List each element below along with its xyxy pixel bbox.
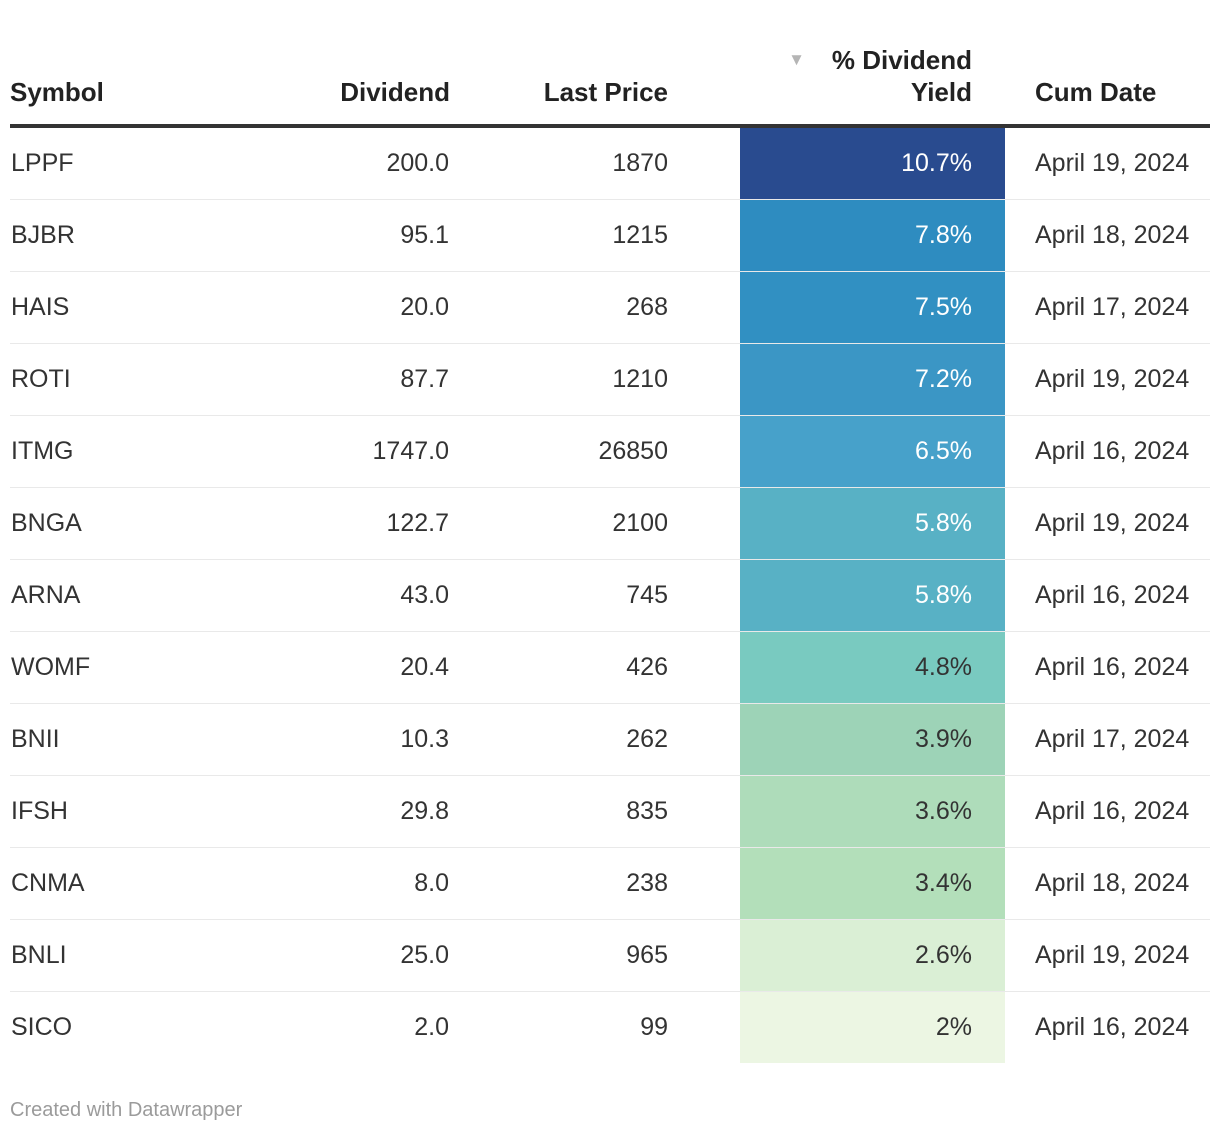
last-price-cell: 426 — [450, 631, 740, 704]
table-row: BJBR 95.1 1215 7.8% April 18, 2024 — [10, 199, 1210, 272]
table-body: LPPF 200.0 1870 10.7% April 19, 2024 BJB… — [10, 126, 1210, 1063]
yield-cell: 3.6% — [740, 775, 1005, 848]
table-row: ARNA 43.0 745 5.8% April 16, 2024 — [10, 559, 1210, 632]
last-price-cell: 26850 — [450, 415, 740, 488]
yield-cell: 7.5% — [740, 271, 1005, 344]
cum-date-cell: April 16, 2024 — [1005, 631, 1210, 704]
table-row: CNMA 8.0 238 3.4% April 18, 2024 — [10, 847, 1210, 920]
table-row: SICO 2.0 99 2% April 16, 2024 — [10, 991, 1210, 1063]
last-price-cell: 99 — [640, 1013, 668, 1041]
symbol-cell: SICO — [11, 1013, 73, 1041]
last-price-cell: 262 — [450, 703, 740, 776]
yield-cell: 7.2% — [740, 343, 1005, 416]
symbol-cell: BNLI — [10, 919, 270, 992]
cum-date-cell: April 19, 2024 — [1005, 487, 1210, 560]
dividend-cell: 8.0 — [270, 847, 450, 920]
column-header-dividend-yield-label: % Dividend Yield — [831, 45, 972, 107]
datawrapper-credit-link[interactable]: Created with Datawrapper — [10, 1099, 243, 1121]
table-row: ITMG 1747.0 26850 6.5% April 16, 2024 — [10, 415, 1210, 488]
last-price-cell: 1870 — [450, 126, 740, 200]
last-price-cell: 2100 — [450, 487, 740, 560]
symbol-cell: BNGA — [10, 487, 270, 560]
dividend-cell: 43.0 — [270, 559, 450, 632]
yield-cell: 10.7% — [740, 126, 1005, 200]
dividend-table: Symbol Dividend Last Price ▼ % Dividend Y… — [10, 0, 1210, 1063]
symbol-cell: ARNA — [10, 559, 270, 632]
table-container: Symbol Dividend Last Price ▼ % Dividend Y… — [10, 0, 1210, 1063]
table-row: BNII 10.3 262 3.9% April 17, 2024 — [10, 703, 1210, 776]
cum-date-cell: April 19, 2024 — [1005, 343, 1210, 416]
symbol-cell: ROTI — [10, 343, 270, 416]
yield-cell: 5.8% — [740, 559, 1005, 632]
symbol-cell: IFSH — [10, 775, 270, 848]
symbol-cell: ITMG — [10, 415, 270, 488]
symbol-cell: LPPF — [10, 126, 270, 200]
table-row: WOMF 20.4 426 4.8% April 16, 2024 — [10, 631, 1210, 704]
yield-cell: 3.9% — [740, 703, 1005, 776]
column-header-cum-date[interactable]: Cum Date — [1005, 0, 1210, 128]
yield-cell: 5.8% — [740, 487, 1005, 560]
cum-date-cell: April 17, 2024 — [1005, 271, 1210, 344]
yield-cell: 2.6% — [740, 919, 1005, 992]
cum-date-cell: April 19, 2024 — [1005, 126, 1210, 200]
column-header-dividend[interactable]: Dividend — [270, 0, 450, 128]
table-row: BNGA 122.7 2100 5.8% April 19, 2024 — [10, 487, 1210, 560]
column-header-symbol[interactable]: Symbol — [10, 0, 270, 128]
cum-date-cell: April 18, 2024 — [1005, 199, 1210, 272]
last-price-cell: 1215 — [450, 199, 740, 272]
column-header-dividend-yield[interactable]: ▼ % Dividend Yield — [740, 0, 1005, 128]
last-price-cell: 238 — [450, 847, 740, 920]
symbol-cell: WOMF — [10, 631, 270, 704]
last-price-cell: 835 — [450, 775, 740, 848]
cum-date-cell: April 16, 2024 — [1005, 559, 1210, 632]
last-price-cell: 745 — [450, 559, 740, 632]
cum-date-cell: April 16, 2024 — [1005, 415, 1210, 488]
yield-cell: 2% — [740, 991, 1005, 1063]
cum-date-cell: April 16, 2024 — [1035, 1013, 1190, 1041]
symbol-cell: CNMA — [10, 847, 270, 920]
dividend-cell: 87.7 — [270, 343, 450, 416]
sort-descending-icon: ▼ — [788, 50, 805, 69]
dividend-cell: 20.4 — [270, 631, 450, 704]
symbol-cell: BNII — [10, 703, 270, 776]
table-row: LPPF 200.0 1870 10.7% April 19, 2024 — [10, 126, 1210, 200]
yield-cell: 6.5% — [740, 415, 1005, 488]
dividend-cell: 200.0 — [270, 126, 450, 200]
dividend-cell: 1747.0 — [270, 415, 450, 488]
cum-date-cell: April 19, 2024 — [1005, 919, 1210, 992]
dividend-cell: 25.0 — [270, 919, 450, 992]
cum-date-cell: April 17, 2024 — [1005, 703, 1210, 776]
dividend-cell: 29.8 — [270, 775, 450, 848]
yield-cell: 7.8% — [740, 199, 1005, 272]
column-header-last-price[interactable]: Last Price — [450, 0, 740, 128]
symbol-cell: HAIS — [10, 271, 270, 344]
cum-date-cell: April 16, 2024 — [1005, 775, 1210, 848]
cum-date-cell: April 18, 2024 — [1005, 847, 1210, 920]
last-price-cell: 1210 — [450, 343, 740, 416]
dividend-cell: 2.0 — [414, 1013, 449, 1041]
dividend-cell: 10.3 — [270, 703, 450, 776]
table-row: HAIS 20.0 268 7.5% April 17, 2024 — [10, 271, 1210, 344]
dividend-cell: 20.0 — [270, 271, 450, 344]
yield-cell: 4.8% — [740, 631, 1005, 704]
yield-cell: 3.4% — [740, 847, 1005, 920]
dividend-cell: 122.7 — [270, 487, 450, 560]
symbol-cell: BJBR — [10, 199, 270, 272]
table-row: ROTI 87.7 1210 7.2% April 19, 2024 — [10, 343, 1210, 416]
table-row: BNLI 25.0 965 2.6% April 19, 2024 — [10, 919, 1210, 992]
last-price-cell: 268 — [450, 271, 740, 344]
header-row: Symbol Dividend Last Price ▼ % Dividend Y… — [10, 0, 1210, 128]
last-price-cell: 965 — [450, 919, 740, 992]
table-row: IFSH 29.8 835 3.6% April 16, 2024 — [10, 775, 1210, 848]
dividend-cell: 95.1 — [270, 199, 450, 272]
